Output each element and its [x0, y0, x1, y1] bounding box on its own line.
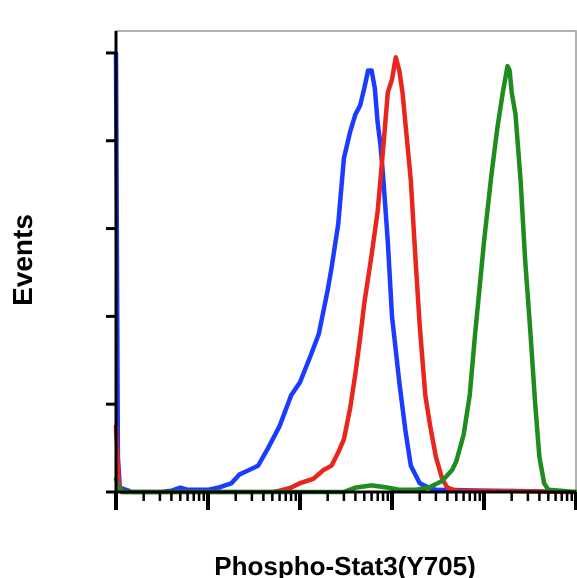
series-line-1: [113, 50, 577, 495]
x-axis-label: Phospho-Stat3(Y705): [214, 551, 476, 578]
y-axis-label: Events: [7, 214, 38, 306]
series-line-3: [113, 63, 577, 495]
series-layer: [113, 50, 577, 495]
axis-layer: [106, 31, 577, 510]
series-line-2: [113, 55, 577, 495]
